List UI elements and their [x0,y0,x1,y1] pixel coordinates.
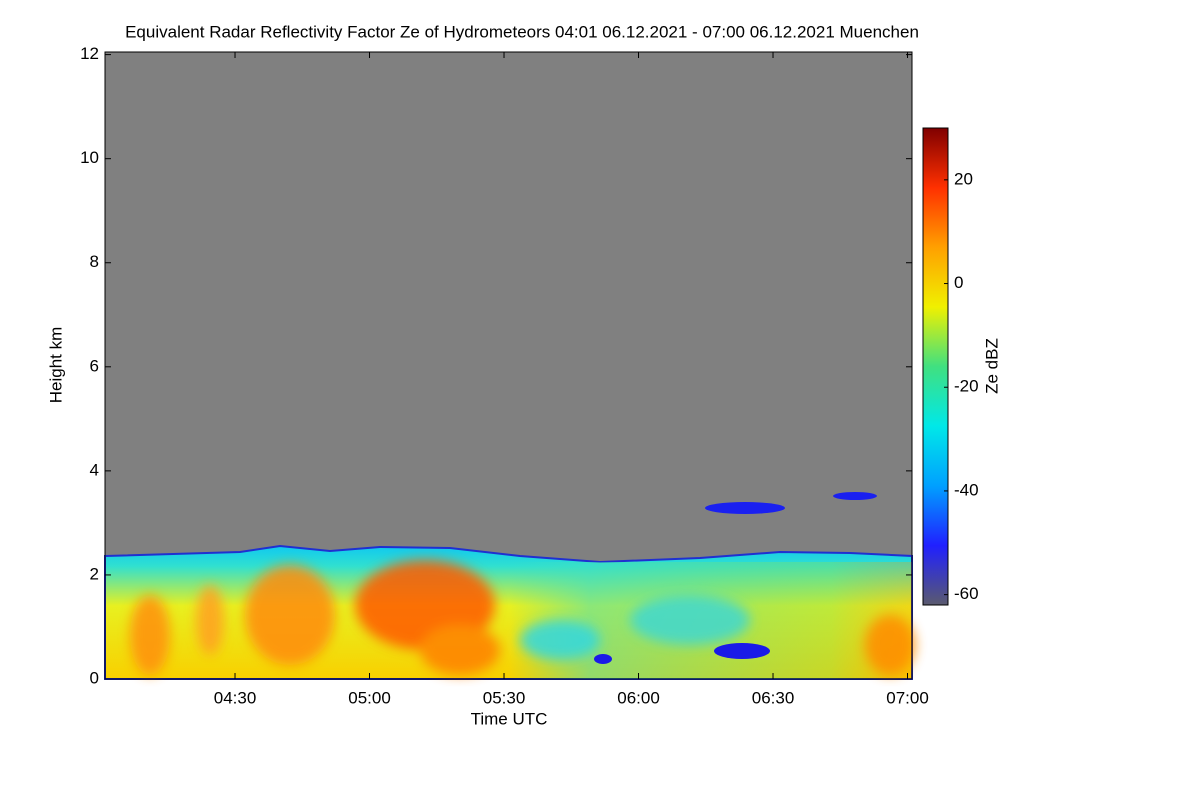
colorbar-tick-label: -20 [954,377,979,396]
colorbar-tick-label: -60 [954,584,979,603]
x-tick-label: 04:30 [214,688,257,707]
colorbar-tick-label: 20 [954,169,973,188]
y-tick-label: 6 [90,356,99,375]
colorbar [922,127,949,606]
colorbar-label: Ze dBZ [982,338,1001,394]
colorbar-tick-label: 0 [954,273,963,292]
x-tick-label: 06:30 [752,688,795,707]
y-tick-label: 0 [90,668,99,687]
radar-field [104,52,915,680]
x-tick-label: 05:00 [348,688,391,707]
plot-frame [104,51,913,680]
chart-title: Equivalent Radar Reflectivity Factor Ze … [125,22,919,41]
y-axis-label: Height km [46,327,65,404]
x-tick-label: 07:00 [886,688,929,707]
y-tick-label: 8 [90,252,99,271]
y-tick-label: 10 [80,148,99,167]
colorbar-tick-label: -40 [954,480,979,499]
y-tick-label: 4 [90,460,99,479]
x-axis-label: Time UTC [471,709,548,728]
x-tick-label: 06:00 [617,688,660,707]
x-tick-label: 05:30 [483,688,526,707]
y-tick-label: 2 [90,564,99,583]
y-tick-label: 12 [80,44,99,63]
